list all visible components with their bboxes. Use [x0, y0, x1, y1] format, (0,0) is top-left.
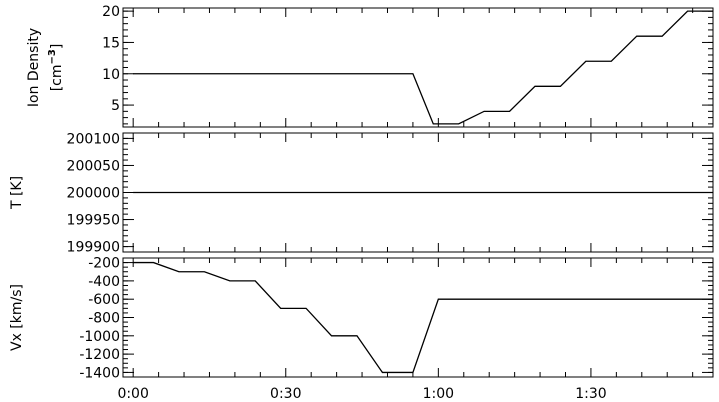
x-tick-label: 0:00: [117, 386, 148, 402]
series-line-vx: [133, 261, 713, 374]
x-tick-labels: 0:00 0:30 1:00 1:30: [117, 386, 606, 402]
y-tick-label: 200100: [67, 131, 120, 147]
panel-temperature: 199900 199950 200000 200050 200100 T [K]: [9, 131, 714, 256]
y-tick-label: -1200: [79, 347, 120, 363]
y-tick-label: 20: [102, 4, 120, 20]
y-tick-label: 199900: [67, 240, 120, 256]
y-axis-label: T [K]: [9, 176, 25, 210]
y-tick-label: 199950: [67, 213, 120, 229]
chart-panels: 5 10 15 20 Ion Density [cm−3] 199900 199950 2000…: [9, 4, 714, 381]
y-tick-label: 5: [111, 98, 120, 114]
y-tick-label: 15: [102, 35, 120, 51]
x-tick-label: 1:30: [575, 386, 606, 402]
y-tick-label: -800: [88, 311, 120, 327]
x-tick-label: 0:30: [270, 386, 301, 402]
y-tick-label: 200000: [67, 186, 120, 202]
panel-ion-density: 5 10 15 20 Ion Density [cm−3]: [26, 4, 714, 128]
y-axis-unit-label: [cm−3]: [47, 44, 65, 92]
y-axis-label: Vx [km/s]: [9, 284, 25, 351]
y-tick-label: -1400: [79, 365, 120, 381]
y-tick-label: 200050: [67, 158, 120, 174]
y-axis-label: Ion Density: [26, 28, 42, 107]
y-tick-label: -400: [88, 274, 120, 290]
y-tick-label: -200: [88, 256, 120, 272]
y-tick-label: -600: [88, 292, 120, 308]
y-tick-label: -1000: [79, 329, 120, 345]
y-tick-label: 10: [102, 67, 120, 83]
series-line-ion-density: [133, 10, 713, 125]
x-tick-label: 1:00: [423, 386, 454, 402]
panel-vx: -1400 -1200 -1000 -800 -600 -400 -200 Vx [km/s]: [9, 256, 714, 381]
plot-frame: [122, 7, 714, 128]
